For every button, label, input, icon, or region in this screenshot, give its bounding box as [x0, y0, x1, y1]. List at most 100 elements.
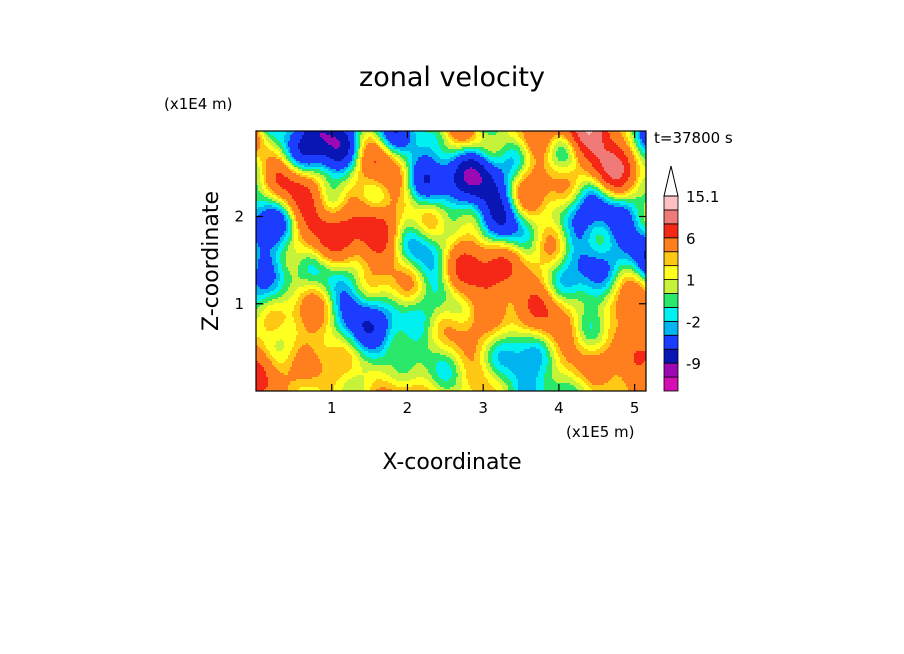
- field-cell: [512, 165, 519, 168]
- field-cell: [318, 257, 323, 260]
- field-cell: [294, 235, 299, 238]
- field-cell: [576, 189, 581, 192]
- field-cell: [564, 373, 575, 376]
- field-cell: [550, 353, 555, 356]
- field-cell: [364, 151, 385, 154]
- field-cell: [320, 183, 325, 186]
- field-cell: [562, 267, 569, 270]
- field-cell: [396, 253, 401, 256]
- field-cell: [576, 179, 595, 182]
- field-cell: [404, 189, 407, 192]
- field-cell: [608, 225, 635, 228]
- field-cell: [588, 255, 631, 258]
- field-cell: [642, 287, 646, 290]
- field-cell: [516, 207, 519, 210]
- field-cell: [274, 267, 279, 270]
- field-cell: [300, 175, 309, 178]
- field-cell: [598, 251, 607, 254]
- field-cell: [350, 243, 367, 246]
- field-cell: [548, 337, 555, 340]
- field-cell: [558, 141, 563, 144]
- field-cell: [514, 199, 517, 202]
- field-cell: [520, 157, 525, 160]
- field-cell: [294, 169, 299, 172]
- field-cell: [518, 227, 523, 230]
- field-cell: [352, 367, 363, 370]
- field-cell: [324, 181, 329, 184]
- field-cell: [340, 329, 347, 332]
- field-cell: [412, 163, 417, 166]
- field-cell: [416, 239, 425, 242]
- field-cell: [276, 259, 281, 262]
- field-cell: [518, 213, 521, 216]
- field-cell: [286, 261, 301, 264]
- field-cell: [418, 273, 423, 276]
- field-cell: [518, 197, 545, 200]
- field-cell: [360, 137, 365, 140]
- field-cell: [610, 327, 617, 330]
- field-cell: [416, 257, 435, 260]
- field-cell: [288, 299, 299, 302]
- field-cell: [274, 135, 285, 138]
- field-cell: [296, 215, 303, 218]
- field-cell: [358, 271, 365, 274]
- field-cell: [328, 247, 345, 250]
- field-cell: [256, 349, 263, 352]
- field-cell: [422, 281, 425, 284]
- field-cell: [540, 245, 545, 248]
- field-cell: [462, 225, 475, 228]
- field-cell: [362, 161, 375, 164]
- field-cell: [408, 181, 411, 184]
- field-cell: [568, 265, 579, 268]
- field-cell: [540, 255, 557, 258]
- field-cell: [408, 255, 415, 258]
- field-cell: [320, 291, 325, 294]
- field-cell: [614, 235, 645, 238]
- field-cell: [430, 177, 455, 180]
- field-cell: [558, 227, 563, 230]
- field-cell: [484, 371, 489, 374]
- field-cell: [372, 273, 407, 276]
- field-cell: [264, 191, 271, 194]
- field-cell: [476, 345, 483, 348]
- field-cell: [308, 331, 317, 334]
- field-cell: [522, 151, 527, 154]
- field-cell: [274, 289, 281, 292]
- field-cell: [412, 191, 417, 194]
- field-cell: [330, 323, 335, 326]
- field-cell: [624, 381, 646, 384]
- field-cell: [362, 165, 399, 168]
- field-cell: [300, 311, 325, 314]
- field-cell: [398, 291, 417, 294]
- field-cell: [638, 131, 641, 134]
- field-cell: [512, 273, 535, 276]
- field-cell: [564, 225, 569, 228]
- field-cell: [386, 137, 411, 140]
- field-cell: [576, 167, 583, 170]
- field-cell: [440, 305, 463, 308]
- field-cell: [256, 347, 261, 350]
- field-cell: [412, 165, 415, 168]
- field-cell: [432, 351, 449, 354]
- field-cell: [268, 157, 277, 160]
- field-cell: [572, 335, 577, 338]
- field-cell: [436, 319, 443, 322]
- field-cell: [424, 177, 431, 180]
- field-cell: [342, 249, 373, 252]
- field-cell: [350, 347, 355, 350]
- field-cell: [402, 233, 407, 236]
- field-cell: [546, 205, 561, 208]
- field-cell: [452, 219, 457, 222]
- field-cell: [634, 157, 637, 160]
- field-cell: [274, 245, 281, 248]
- field-cell: [260, 157, 269, 160]
- field-cell: [566, 241, 569, 244]
- field-cell: [316, 285, 325, 288]
- field-cell: [398, 227, 403, 230]
- field-cell: [388, 347, 429, 350]
- field-cell: [634, 263, 639, 266]
- field-cell: [256, 381, 269, 384]
- field-cell: [284, 219, 289, 222]
- field-cell: [256, 153, 277, 156]
- field-cell: [284, 301, 297, 304]
